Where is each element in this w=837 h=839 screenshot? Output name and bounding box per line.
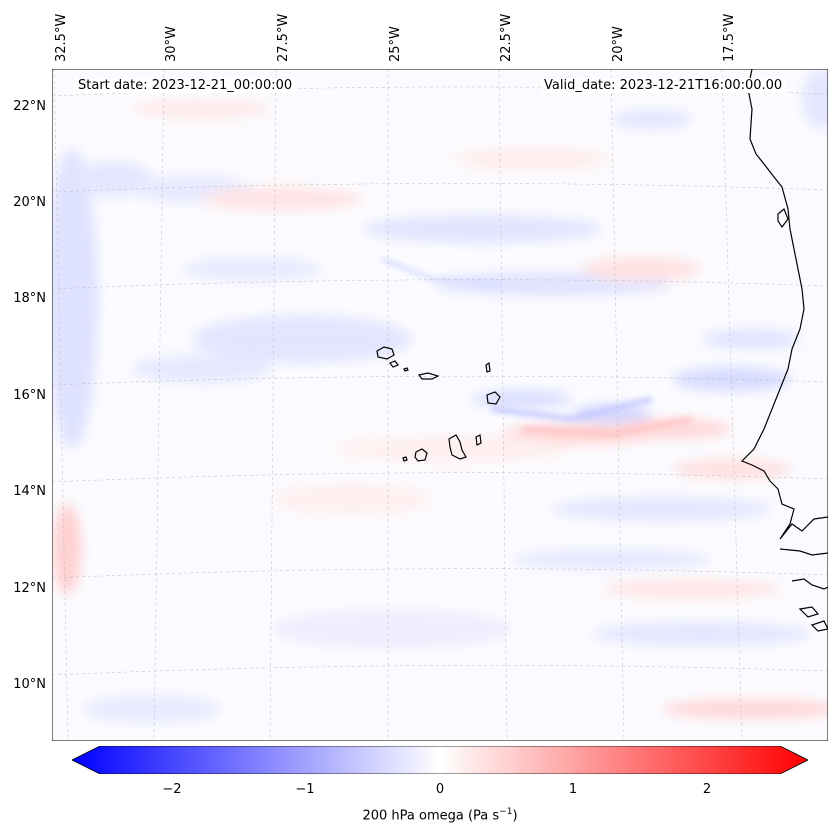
omega-neg-area <box>272 609 512 649</box>
omega-neg-area <box>702 329 802 349</box>
omega-pos-area <box>132 99 272 119</box>
lat-label-20n: 20°N <box>13 195 46 210</box>
lon-label-32-5w: 32.5°W <box>54 13 69 62</box>
coastline-bijagos <box>798 606 828 632</box>
omega-pos-area <box>612 419 732 439</box>
omega-streak-pos <box>521 416 693 438</box>
island-brava <box>402 456 408 462</box>
omega-field <box>52 69 828 723</box>
omega-neg-area <box>512 549 712 569</box>
island-sao-vicente <box>389 360 399 368</box>
omega-neg-area <box>362 215 602 243</box>
lat-label-18n: 18°N <box>13 291 46 306</box>
omega-neg-area <box>132 355 272 383</box>
coastline-west-africa <box>740 69 828 540</box>
colorbar-tick-neg1: −1 <box>295 782 315 797</box>
island-maio <box>475 434 482 446</box>
omega-neg-area <box>572 405 652 423</box>
island-boa-vista <box>486 391 501 405</box>
omega-streak-neg <box>381 256 503 287</box>
island-sal <box>485 361 491 373</box>
lon-label-27-5w: 27.5°W <box>276 13 291 62</box>
omega-neg-area <box>52 149 98 449</box>
omega-neg-area <box>592 622 812 646</box>
island-sao-nicolau <box>417 372 440 380</box>
lon-label-17-5w: 17.5°W <box>722 13 737 62</box>
valid-date-label: Valid_date: 2023-12-21T16:00:00.00 <box>540 78 787 93</box>
colorbar-gradient <box>72 746 808 774</box>
omega-pos-area <box>272 483 432 515</box>
lon-label-25w: 25°W <box>388 26 403 62</box>
colorbar-label-main: 200 hPa omega (Pa s <box>362 808 500 824</box>
colorbar-label-exp: −1 <box>499 807 513 817</box>
omega-pos-area <box>602 579 782 599</box>
island-santo-antao <box>376 346 395 360</box>
lat-label-12n: 12°N <box>13 581 46 596</box>
omega-neg-area <box>72 161 152 197</box>
omega-neg-area <box>552 497 772 521</box>
omega-neg-area <box>182 257 322 281</box>
island-santa-luzia <box>403 367 409 372</box>
cape-verde-islands <box>376 346 501 462</box>
colorbar <box>72 746 808 774</box>
start-date-label: Start date: 2023-12-21_00:00:00 <box>74 78 297 93</box>
omega-neg-area <box>82 695 222 723</box>
colorbar-tick-2: 2 <box>702 782 712 797</box>
colorbar-tick-neg2: −2 <box>162 782 182 797</box>
omega-streaks <box>381 256 693 438</box>
lon-label-30w: 30°W <box>164 26 179 62</box>
colorbar-label-close: ) <box>512 808 518 824</box>
omega-pos-area <box>452 147 612 171</box>
coastline-canary <box>777 208 789 229</box>
african-coastline <box>740 69 828 632</box>
omega-streak-neg <box>491 396 653 423</box>
omega-pos-area <box>202 187 362 211</box>
omega-pos-area <box>332 435 572 463</box>
omega-pos-area <box>662 699 828 719</box>
lat-label-16n: 16°N <box>13 388 46 403</box>
colorbar-tick-1: 1 <box>568 782 578 797</box>
island-santiago <box>448 434 467 460</box>
island-fogo <box>414 448 428 462</box>
lon-label-20w: 20°W <box>611 26 626 62</box>
omega-neg-area <box>192 315 412 363</box>
graticule <box>52 69 828 741</box>
colorbar-label: 200 hPa omega (Pa s−1) <box>0 807 837 823</box>
coastline-gambia <box>779 548 828 556</box>
lat-label-10n: 10°N <box>13 677 46 692</box>
coastline-guinea-bissau <box>791 578 828 590</box>
omega-neg-area <box>612 109 692 129</box>
omega-map <box>52 69 828 741</box>
omega-pos-area <box>582 257 702 281</box>
omega-neg-area <box>802 69 828 129</box>
colorbar-tick-0: 0 <box>435 782 445 797</box>
lon-label-22-5w: 22.5°W <box>499 13 514 62</box>
omega-pos-area <box>672 459 792 479</box>
lat-label-22n: 22°N <box>13 99 46 114</box>
lat-label-14n: 14°N <box>13 484 46 499</box>
omega-pos-area <box>53 504 81 594</box>
